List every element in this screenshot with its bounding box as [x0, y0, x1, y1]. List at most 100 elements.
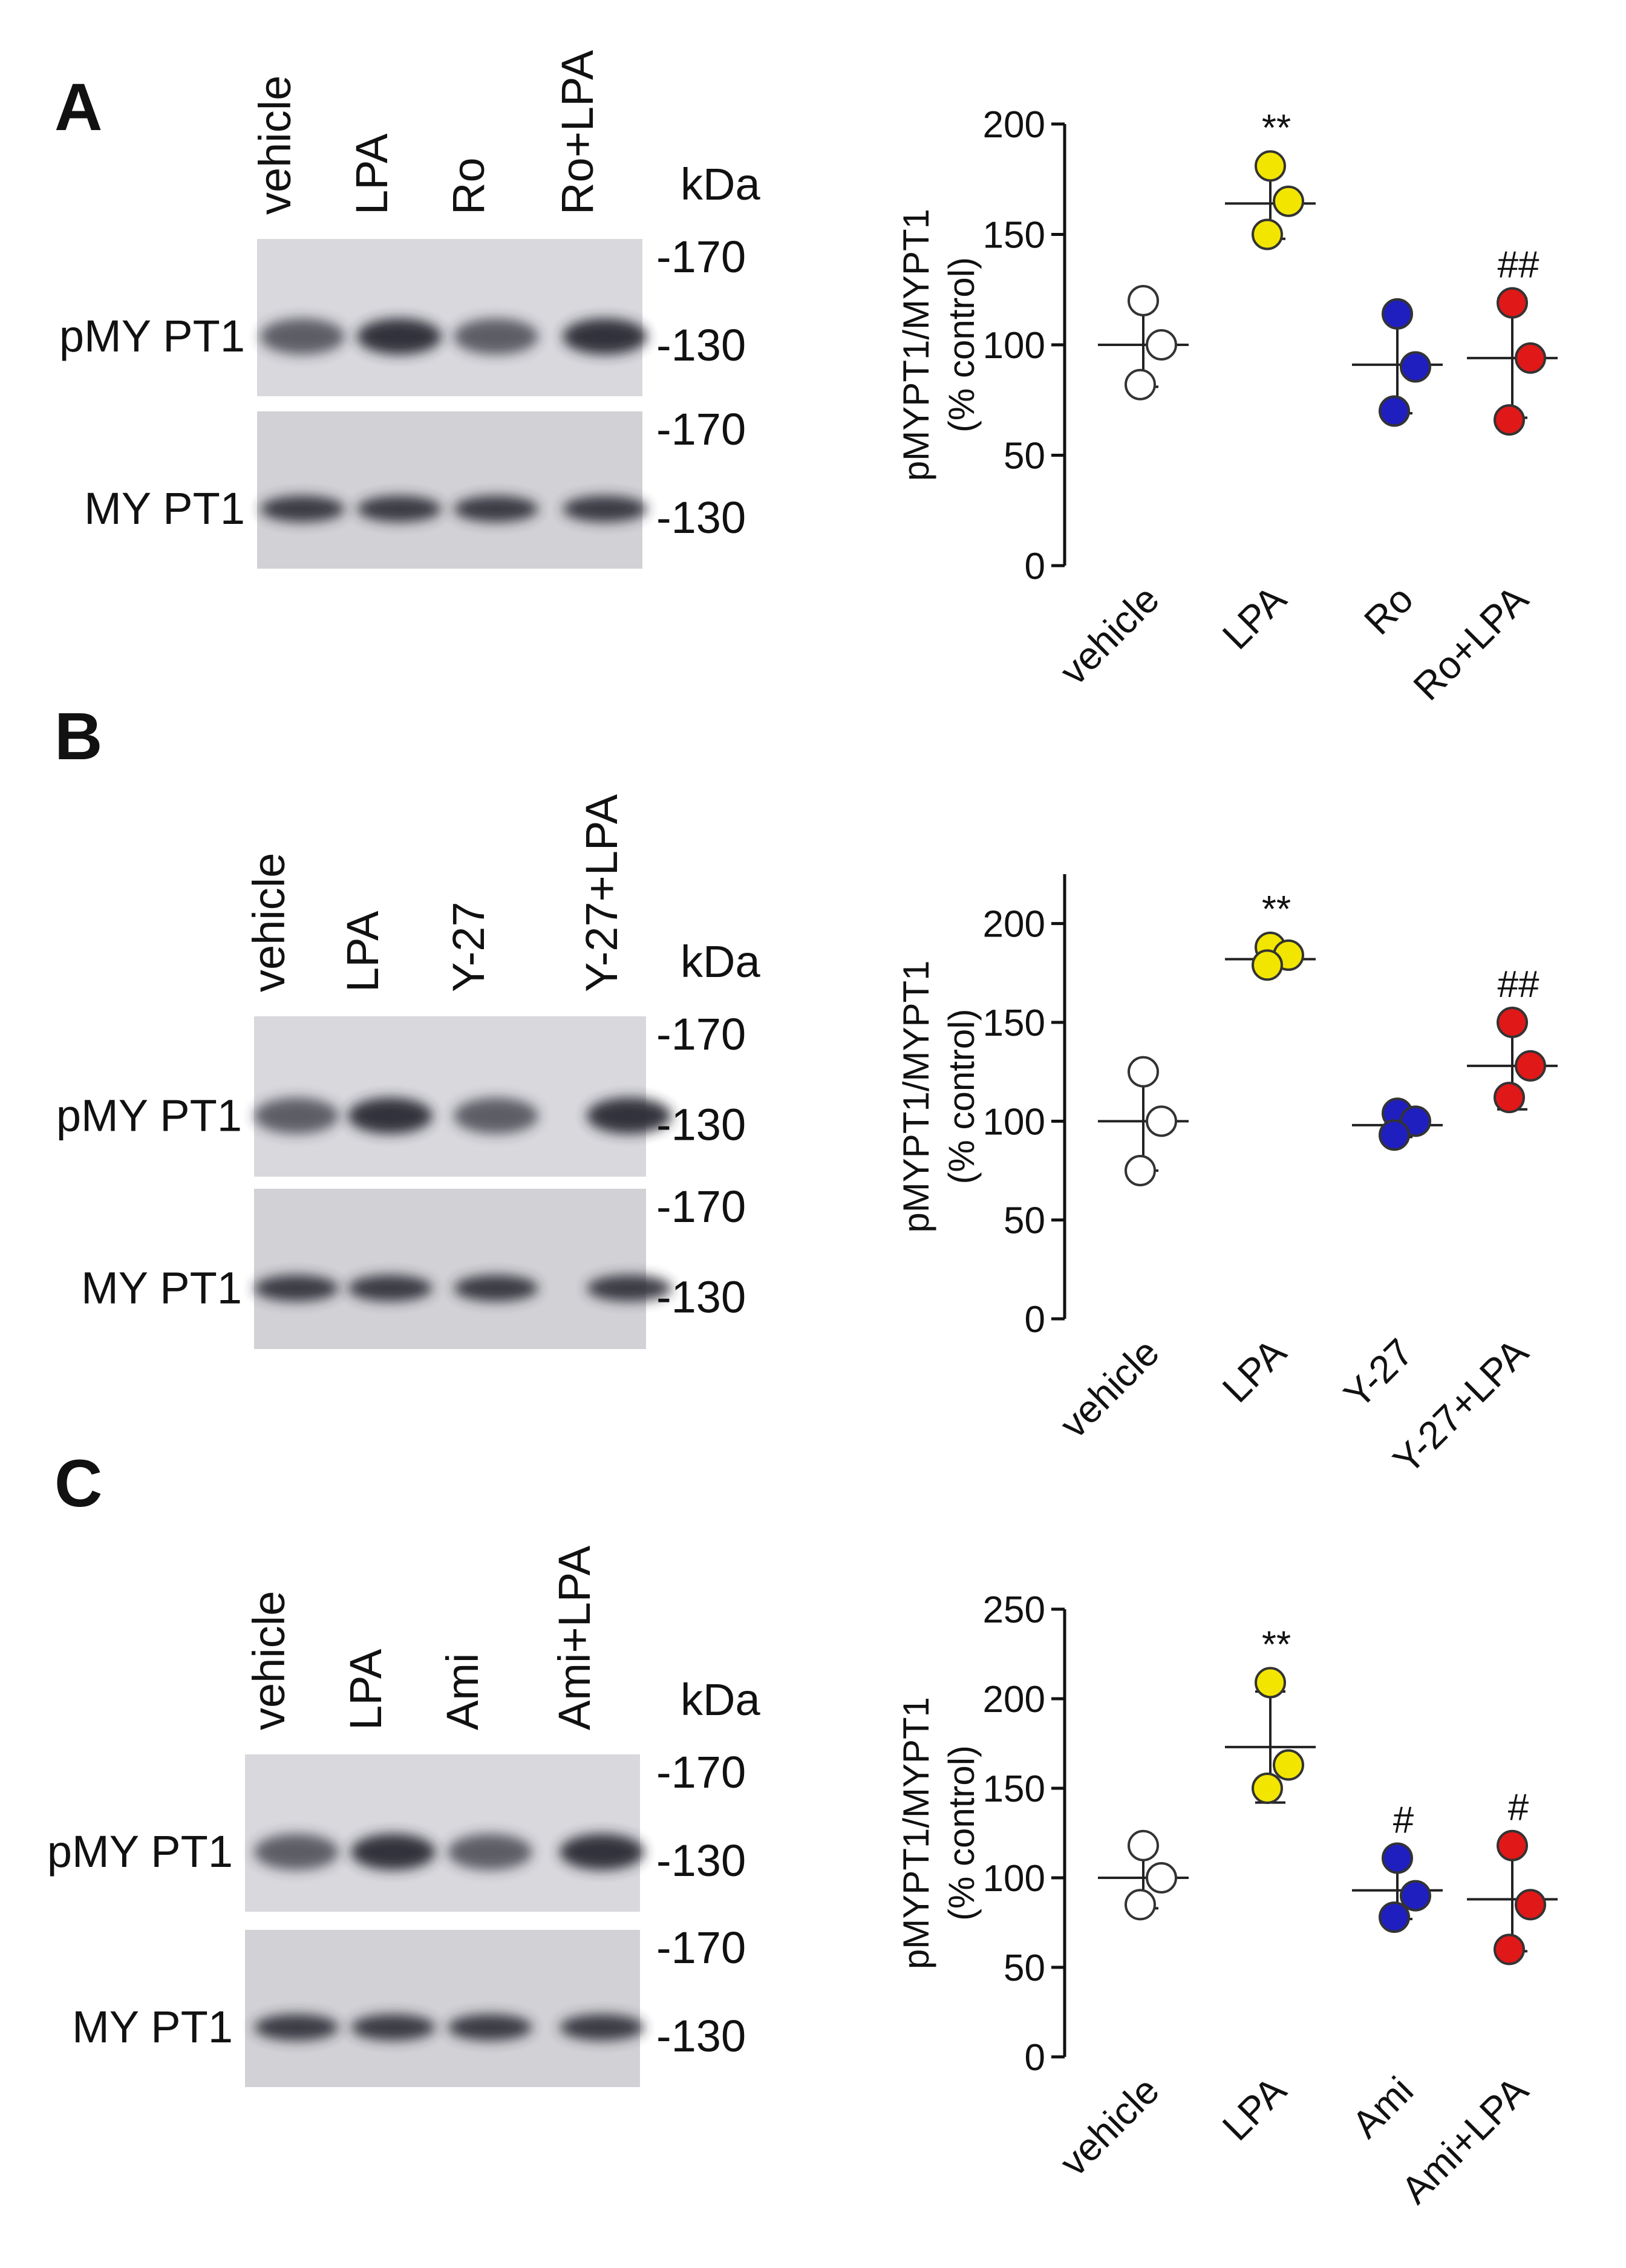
data-point	[1255, 150, 1286, 182]
significance-label: **	[1262, 107, 1291, 149]
data-point	[1379, 1901, 1410, 1933]
y-axis-label: pMYPT1/MYPT1	[896, 1697, 936, 1969]
kda-marker: -170	[656, 1181, 746, 1232]
blot-row-label: MY PT1	[81, 1263, 242, 1313]
data-point	[1125, 1889, 1156, 1921]
y-axis-label: pMYPT1/MYPT1	[896, 960, 936, 1232]
group-ro-lpa: ##	[1467, 244, 1558, 436]
data-point	[1400, 1880, 1431, 1912]
blot-row-label: pMY PT1	[47, 1826, 233, 1877]
group-lpa: **	[1225, 107, 1316, 250]
lane-label: Ami	[437, 1653, 488, 1730]
blot-pmypt1	[257, 239, 642, 396]
chart-b: 0 50 100 150 200 pMYPT1/MYPT1 (% control) vehic…	[896, 874, 1558, 1482]
kda-marker: -130	[656, 1272, 746, 1322]
kda-marker: -130	[656, 492, 746, 543]
blot-band	[560, 1834, 644, 1871]
y-tick-label: 0	[1025, 546, 1045, 587]
blot-band	[587, 1275, 671, 1302]
x-category-label: LPA	[1214, 2068, 1295, 2149]
blot-band	[448, 1834, 532, 1871]
lane-label: vehicle	[244, 1591, 294, 1730]
group-vehicle	[1098, 285, 1189, 400]
kda-label: kDa	[681, 159, 760, 209]
data-point	[1379, 395, 1410, 427]
data-point	[1515, 1889, 1546, 1921]
group-ami: #	[1352, 1799, 1443, 1933]
group-vehicle	[1098, 1056, 1189, 1186]
lane-label: Ro	[443, 157, 494, 215]
chart-a: 0 50 100 150 200 pMYPT1/MYPT1 (% control) vehic…	[896, 104, 1558, 708]
y-tick-label: 200	[983, 904, 1045, 946]
blot-band	[454, 318, 538, 355]
y-tick-label: 0	[1025, 2037, 1045, 2079]
blot-band	[454, 1275, 538, 1302]
data-point	[1494, 1933, 1525, 1966]
group-vehicle	[1098, 1829, 1189, 1921]
data-point	[1494, 404, 1525, 436]
significance-label: ##	[1498, 964, 1539, 1005]
group-ami-lpa: #	[1467, 1787, 1558, 1966]
x-category-label: vehicle	[1051, 2068, 1167, 2185]
y-tick-label: 100	[983, 325, 1045, 367]
data-point	[1128, 1056, 1159, 1088]
chart-c: 0 50 100 150 200 250 pMYPT1/MYPT1 (% control) ve…	[896, 1589, 1558, 2212]
blot-band	[454, 1097, 538, 1134]
blot-row-label: pMY PT1	[59, 311, 245, 361]
data-point	[1146, 1105, 1177, 1137]
blot-row-label: MY PT1	[84, 483, 245, 534]
panel-letter: A	[54, 70, 102, 145]
group-lpa: **	[1225, 889, 1316, 981]
blot-pmypt1	[245, 1754, 640, 1912]
x-category-label: Ami	[1344, 2068, 1422, 2146]
blot-band	[448, 2014, 532, 2041]
y-tick-label: 250	[983, 1589, 1045, 1631]
blot-band	[563, 318, 647, 355]
significance-label: #	[1393, 1799, 1414, 1841]
kda-marker: -130	[656, 2011, 746, 2061]
y-tick-label: 0	[1025, 1299, 1045, 1341]
x-category-label: LPA	[1214, 577, 1295, 658]
kda-marker: -130	[656, 1835, 746, 1886]
significance-label: **	[1262, 1624, 1291, 1665]
data-point	[1252, 218, 1283, 250]
y-axis-label: (% control)	[941, 1008, 982, 1184]
blot-band	[254, 1097, 339, 1134]
data-point	[1515, 1050, 1546, 1082]
group-lpa: **	[1225, 1624, 1316, 1804]
panel-letter: C	[54, 1446, 102, 1521]
data-point	[1273, 1749, 1304, 1781]
panel-letter: B	[54, 699, 102, 774]
kda-marker: -130	[656, 1099, 746, 1149]
data-point	[1125, 368, 1156, 400]
kda-label: kDa	[681, 1675, 760, 1725]
lane-label: vehicle	[244, 853, 294, 992]
y-axis-label: (% control)	[941, 1745, 982, 1921]
blot-band	[254, 1834, 339, 1871]
blot-band	[563, 495, 647, 523]
data-point	[1146, 329, 1177, 361]
data-point	[1400, 351, 1431, 383]
lane-label: LPA	[347, 133, 397, 215]
blot-band	[348, 1097, 433, 1134]
data-point	[1497, 287, 1528, 319]
kda-marker: -170	[656, 232, 746, 282]
blot-band	[351, 1834, 436, 1871]
data-point	[1379, 1119, 1410, 1151]
blot-band	[357, 495, 442, 523]
kda-marker: -170	[656, 1009, 746, 1059]
data-point	[1273, 185, 1304, 217]
kda-marker: -170	[656, 1747, 746, 1797]
data-point	[1382, 1842, 1413, 1874]
y-tick-label: 50	[1004, 1947, 1045, 1989]
x-category-label: vehicle	[1051, 1330, 1167, 1446]
lane-label: Ro+LPA	[552, 50, 602, 215]
group-y-27	[1352, 1097, 1443, 1151]
x-category-label: vehicle	[1051, 577, 1167, 693]
y-tick-label: 100	[983, 1101, 1045, 1143]
blot-band	[254, 2014, 339, 2041]
blot-band	[587, 1097, 671, 1134]
blot-band	[351, 2014, 436, 2041]
